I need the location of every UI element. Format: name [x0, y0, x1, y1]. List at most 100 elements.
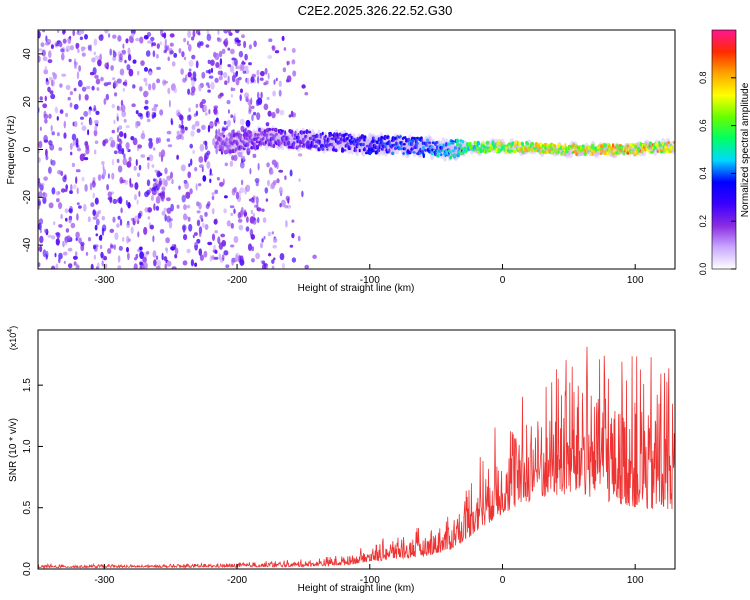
noise-mark [139, 251, 145, 259]
noise-mark [95, 78, 101, 85]
y-tick-label: -20 [22, 190, 33, 205]
noise-mark [275, 108, 280, 114]
noise-mark [119, 53, 123, 61]
noise-mark [256, 69, 260, 76]
noise-mark [229, 205, 235, 209]
x-tick-label: 100 [627, 575, 644, 586]
signal-mark [462, 151, 465, 155]
y-tick-label: 20 [22, 96, 33, 108]
noise-mark [70, 151, 73, 156]
noise-mark [93, 51, 97, 56]
signal-mark [461, 140, 465, 144]
noise-mark [272, 244, 278, 249]
signal-mark [371, 148, 375, 153]
noise-mark [68, 217, 72, 224]
noise-mark [174, 247, 179, 255]
signal-mark [380, 135, 384, 140]
noise-mark [74, 121, 78, 128]
noise-mark [94, 197, 99, 205]
noise-mark [137, 112, 143, 117]
noise-mark [143, 77, 148, 83]
noise-mark [106, 184, 109, 191]
noise-mark [117, 143, 122, 152]
noise-mark [291, 219, 295, 223]
noise-mark [201, 124, 206, 130]
noise-mark [143, 105, 149, 110]
noise-mark [267, 72, 270, 80]
noise-mark [219, 181, 224, 187]
noise-mark [168, 99, 171, 108]
signal-mark [643, 142, 648, 147]
signal-mark [422, 153, 425, 159]
noise-mark [78, 237, 82, 244]
snr-x-ticks: -300 -200 -100 0 100 [94, 564, 644, 586]
noise-mark [127, 54, 132, 61]
signal-mark [449, 155, 453, 160]
signal-mark [338, 132, 342, 137]
noise-mark [245, 226, 250, 232]
signal-mark [352, 142, 357, 146]
signal-mark [322, 144, 326, 147]
noise-mark [59, 83, 63, 88]
noise-mark [224, 162, 228, 167]
noise-mark [139, 36, 144, 44]
noise-mark [213, 218, 218, 225]
signal-halo-mark [450, 141, 456, 158]
spectrogram-y-ticks: -40 -20 0 20 40 [22, 48, 43, 252]
noise-mark [257, 91, 260, 99]
signal-mark [245, 142, 250, 147]
noise-mark [190, 130, 195, 137]
noise-mark [51, 235, 56, 240]
noise-mark [152, 50, 156, 58]
noise-mark [285, 220, 288, 228]
signal-mark [380, 141, 384, 145]
noise-mark [241, 60, 245, 65]
noise-mark [75, 43, 79, 50]
signal-mark [562, 151, 567, 157]
colorbar-tick-label: 0.2 [698, 215, 708, 228]
signal-mark [435, 145, 439, 150]
signal-mark [353, 146, 357, 152]
noise-mark [182, 225, 186, 233]
signal-mark [246, 137, 249, 141]
noise-mark [271, 111, 276, 119]
noise-mark [196, 210, 201, 214]
signal-mark [355, 141, 358, 144]
spectrogram-marks [38, 30, 675, 269]
signal-mark [445, 142, 448, 147]
noise-mark [231, 74, 236, 83]
noise-mark [45, 155, 49, 161]
noise-mark [81, 52, 86, 57]
signal-mark [312, 138, 316, 142]
noise-mark [43, 69, 49, 75]
noise-mark [57, 233, 60, 240]
y-tick-label: -40 [22, 237, 33, 252]
noise-mark [76, 202, 80, 206]
noise-mark [176, 204, 180, 209]
noise-mark [166, 207, 172, 214]
noise-mark [278, 169, 284, 173]
noise-mark [56, 198, 60, 203]
noise-mark [146, 251, 150, 255]
noise-mark [210, 81, 215, 90]
signal-mark [526, 148, 529, 153]
noise-mark [261, 238, 264, 243]
noise-mark [124, 59, 127, 64]
noise-mark [38, 200, 42, 207]
noise-mark [244, 65, 249, 71]
noise-mark [131, 103, 136, 108]
signal-mark [383, 134, 388, 140]
noise-mark [249, 168, 252, 175]
noise-mark [140, 154, 146, 158]
noise-mark [70, 184, 73, 192]
signal-mark [277, 129, 280, 134]
noise-mark [72, 184, 77, 190]
noise-mark [102, 164, 105, 171]
signal-mark [656, 143, 660, 149]
noise-mark [176, 154, 179, 160]
noise-mark [211, 255, 215, 260]
noise-mark [63, 260, 66, 264]
noise-mark [101, 161, 105, 166]
noise-mark [159, 229, 165, 234]
noise-mark [67, 36, 72, 44]
